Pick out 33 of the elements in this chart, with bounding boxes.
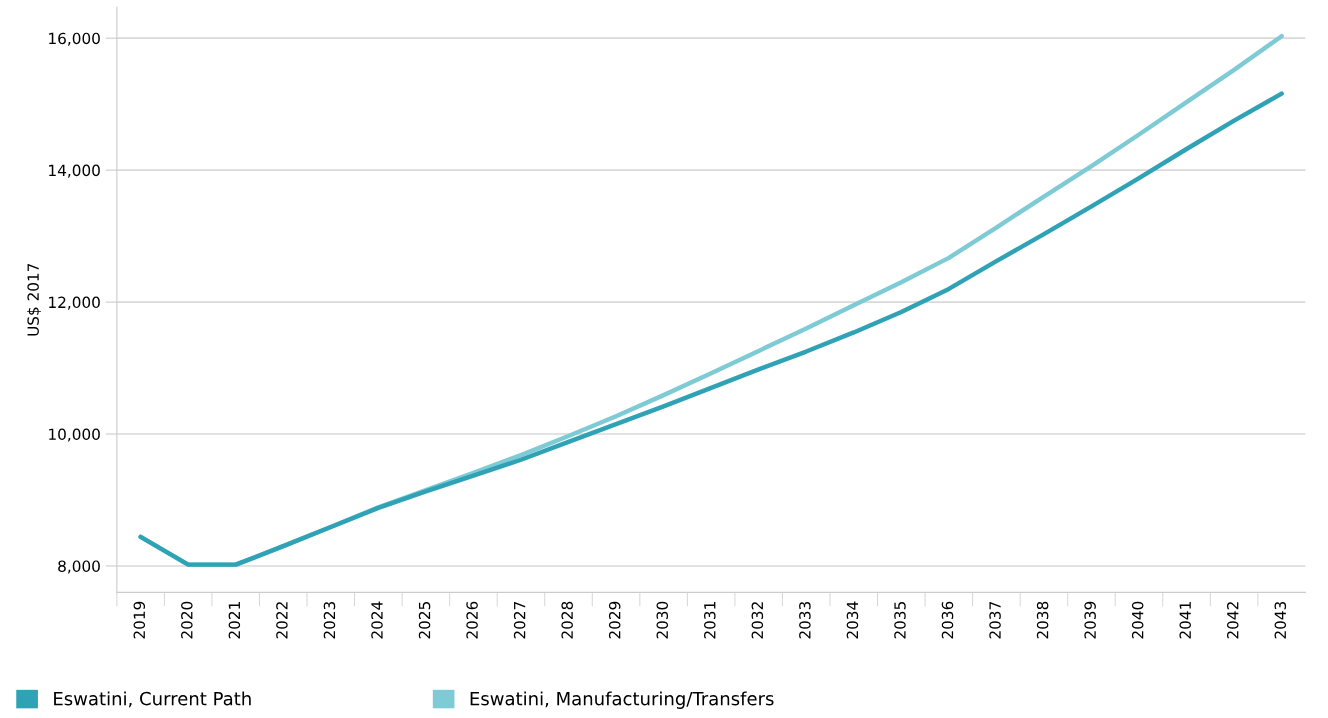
x-tick-label: 2032 (751, 602, 764, 639)
x-tick-label: 2023 (323, 601, 336, 639)
x-tick-label: 2027 (513, 601, 526, 639)
x-tick-label: 2037 (989, 601, 1001, 639)
x-tick-label: 2041 (1179, 602, 1191, 639)
x-tick-label: 2039 (1084, 601, 1096, 639)
x-tick-label: 2028 (561, 601, 573, 639)
x-tick-label: 2029 (608, 601, 621, 639)
x-tick-label: 2038 (1036, 601, 1049, 639)
y-tick-label: 16,000 (49, 32, 100, 46)
x-tick-label: 2040 (1131, 601, 1144, 639)
x-tick-label: 2042 (1226, 602, 1239, 639)
y-tick-label: 12,000 (49, 296, 100, 310)
x-tick-label: 2031 (704, 602, 716, 639)
y-axis-title: US$ 2017 (27, 263, 41, 336)
y-tick-label: 10,000 (49, 428, 100, 442)
x-tick-label: 2035 (894, 602, 906, 639)
legend-label: Eswatini, Current Path (54, 691, 251, 708)
legend-label: Eswatini, Manufacturing/Transfers (470, 691, 774, 709)
y-tick-label: 14,000 (49, 164, 100, 178)
x-tick-label: 2026 (466, 601, 478, 639)
x-tick-label: 2022 (276, 602, 288, 639)
x-tick-label: 2020 (181, 601, 193, 639)
x-tick-label: 2033 (799, 601, 811, 639)
x-tick-label: 2036 (941, 601, 954, 639)
x-tick-label: 2034 (846, 601, 859, 639)
x-tick-label: 2025 (418, 602, 431, 639)
x-tick-label: 2024 (371, 601, 383, 639)
x-tick-label: 2030 (656, 601, 669, 639)
x-tick-label: 2021 (228, 602, 241, 639)
x-tick-label: 2043 (1274, 601, 1287, 639)
x-tick-label: 2019 (133, 601, 146, 639)
y-tick-label: 8,000 (58, 560, 100, 574)
